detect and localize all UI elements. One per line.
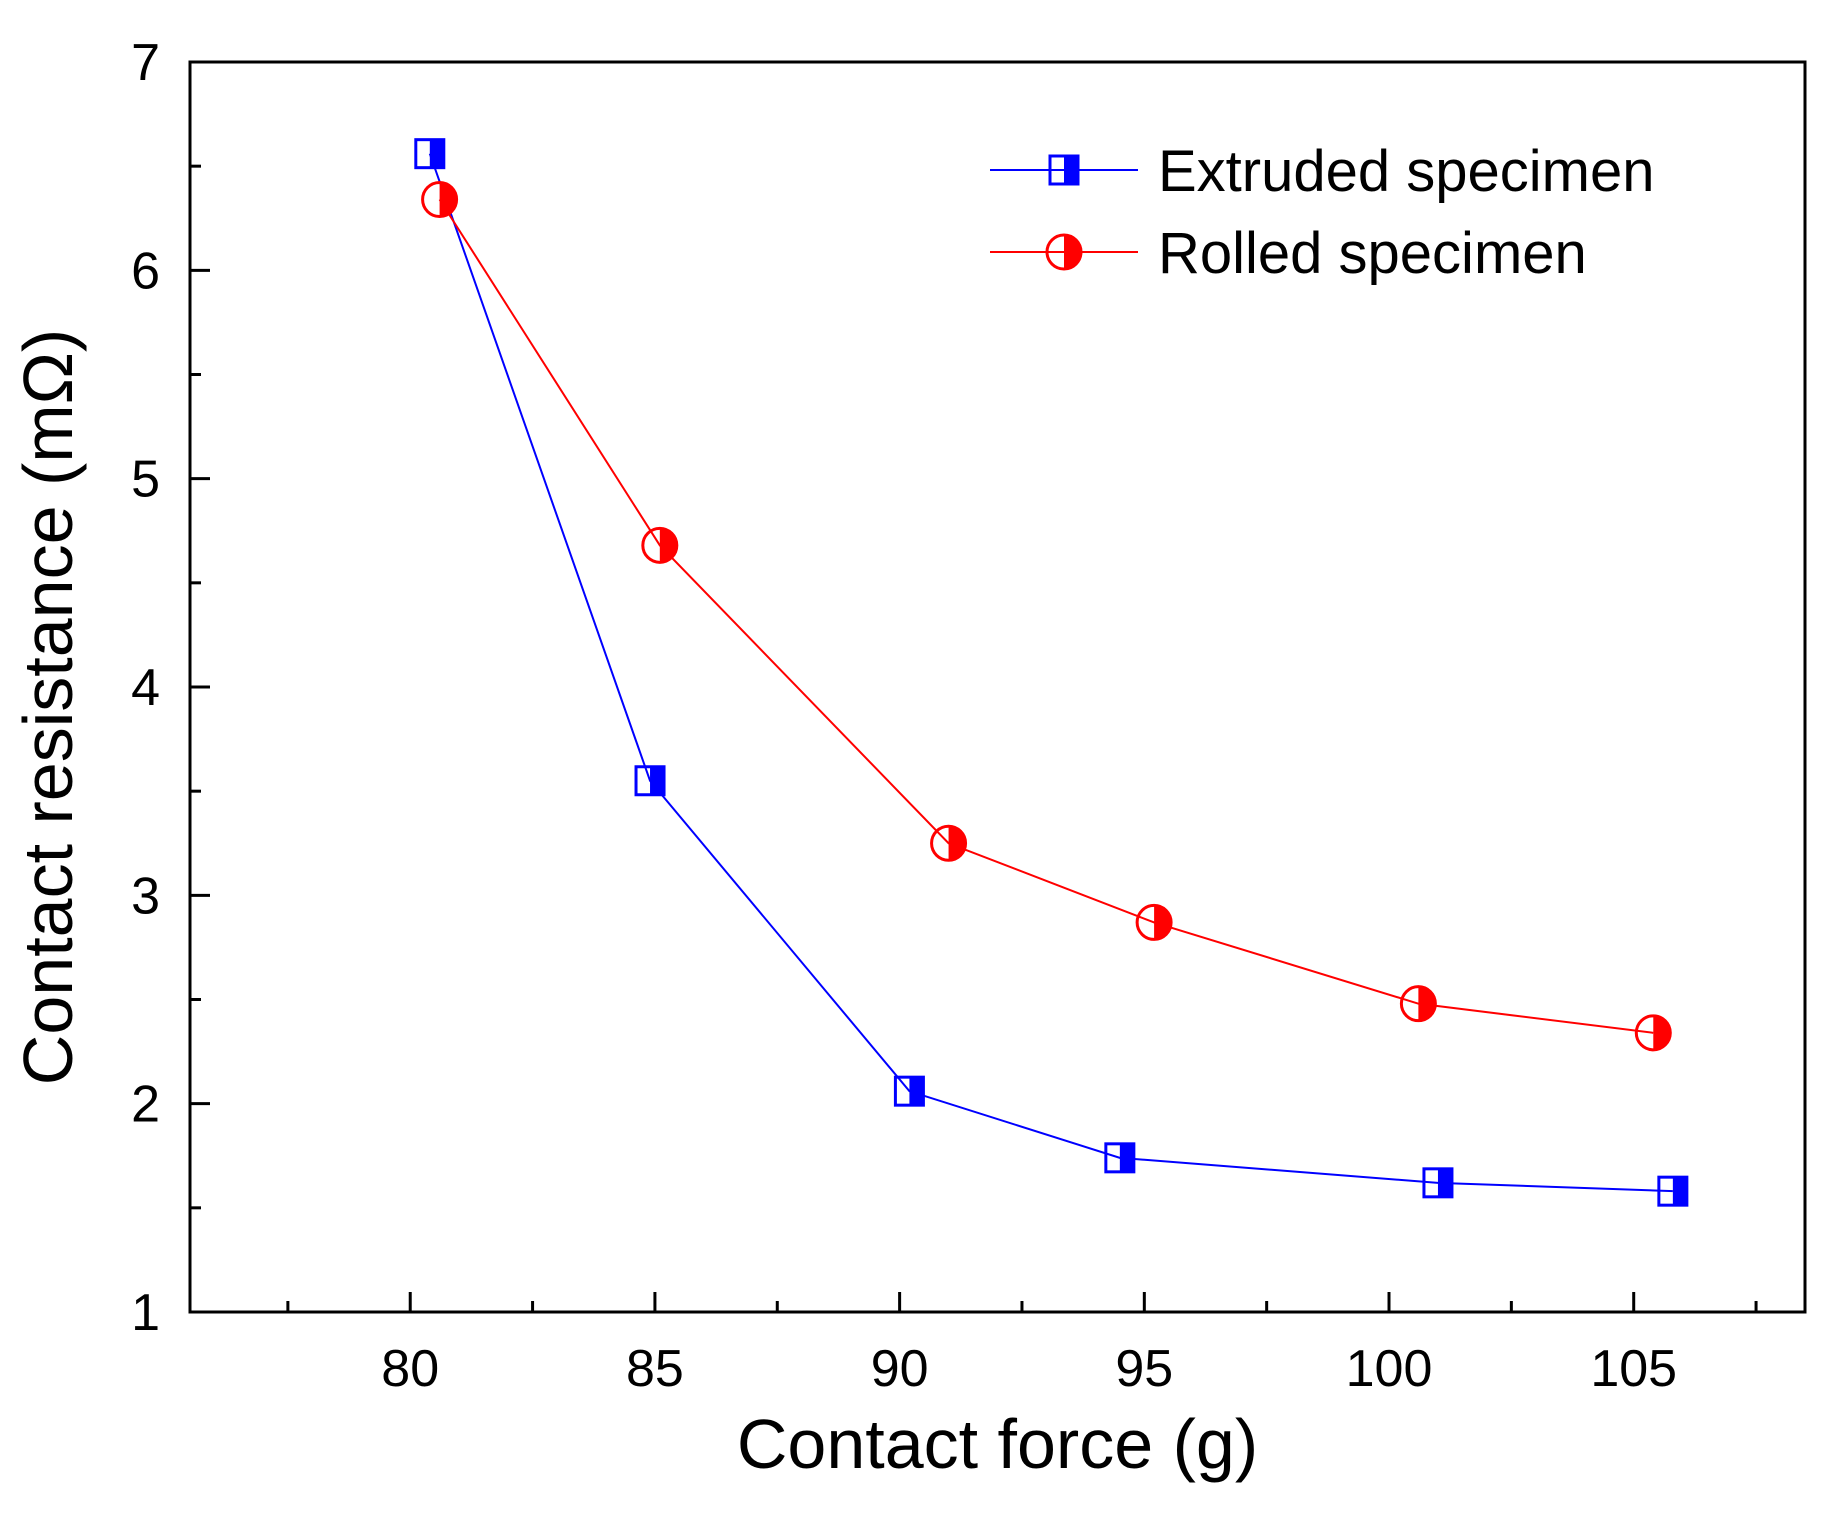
marker-fill-half	[1064, 156, 1078, 184]
x-tick-label: 85	[626, 1340, 684, 1398]
y-tick-label: 7	[131, 34, 160, 92]
legend-label-rolled-specimen: Rolled specimen	[1158, 221, 1587, 286]
x-tick-label: 100	[1346, 1340, 1433, 1398]
marker-outline	[634, 765, 666, 797]
y-tick-label: 6	[131, 242, 160, 300]
marker-fill-half	[1064, 235, 1081, 269]
extruded-specimen-point	[414, 138, 446, 170]
y-tick-label: 5	[131, 451, 160, 509]
x-tick-label: 80	[381, 1340, 439, 1398]
rolled-specimen-point	[1634, 1014, 1672, 1052]
y-axis-title: Contact resistance (mΩ)	[9, 329, 87, 1085]
marker-outline	[1657, 1175, 1689, 1207]
marker-outline	[1104, 1142, 1136, 1174]
marker-fill-half	[948, 826, 966, 861]
marker-outline	[421, 181, 459, 218]
marker-outline	[930, 824, 968, 862]
marker-fill-half	[1437, 1168, 1452, 1197]
rolled-specimen-point	[930, 824, 968, 862]
rolled-specimen-point	[421, 181, 459, 218]
extruded-specimen-point	[1422, 1167, 1454, 1199]
marker-outline	[414, 138, 446, 170]
y-tick-label: 4	[131, 659, 160, 717]
rolled-specimen-line	[438, 198, 1654, 1034]
marker-fill-half	[439, 182, 457, 217]
extruded-specimen-point	[1657, 1175, 1689, 1207]
marker-outline	[1399, 985, 1437, 1023]
marker-fill-half	[659, 528, 677, 563]
marker-fill-half	[429, 139, 444, 168]
y-tick-label: 2	[131, 1076, 160, 1134]
marker-outline	[893, 1075, 925, 1107]
marker-outline	[641, 526, 679, 564]
marker-outline	[1634, 1014, 1672, 1052]
marker-outline	[1048, 154, 1080, 186]
marker-fill-half	[1653, 1015, 1671, 1050]
extruded-specimen-line	[428, 153, 1673, 1193]
marker-fill-half	[909, 1077, 924, 1106]
y-tick-label: 1	[131, 1284, 160, 1342]
legend-marker-rolled-specimen	[1045, 233, 1083, 271]
x-axis-title: Contact force (g)	[737, 1405, 1258, 1483]
extruded-specimen-point	[634, 765, 666, 797]
extruded-specimen-point	[893, 1075, 925, 1107]
marker-fill-half	[1154, 905, 1172, 940]
marker-outline	[1045, 233, 1083, 271]
legend-marker-extruded-specimen	[1048, 154, 1080, 186]
rolled-specimen-point	[1135, 903, 1173, 941]
rolled-specimen-point	[1399, 985, 1437, 1023]
marker-fill-half	[1672, 1177, 1687, 1206]
marker-outline	[1135, 903, 1173, 941]
x-tick-label: 95	[1115, 1340, 1173, 1398]
legend-label-extruded-specimen: Extruded specimen	[1158, 139, 1654, 204]
y-tick-label: 3	[131, 867, 160, 925]
x-tick-label: 90	[871, 1340, 929, 1398]
extruded-specimen-point	[1104, 1142, 1136, 1174]
marker-fill-half	[1418, 986, 1436, 1021]
marker-fill-half	[650, 766, 665, 795]
x-tick-label: 105	[1590, 1340, 1677, 1398]
rolled-specimen-point	[641, 526, 679, 564]
marker-outline	[1422, 1167, 1454, 1199]
marker-fill-half	[1119, 1143, 1134, 1172]
